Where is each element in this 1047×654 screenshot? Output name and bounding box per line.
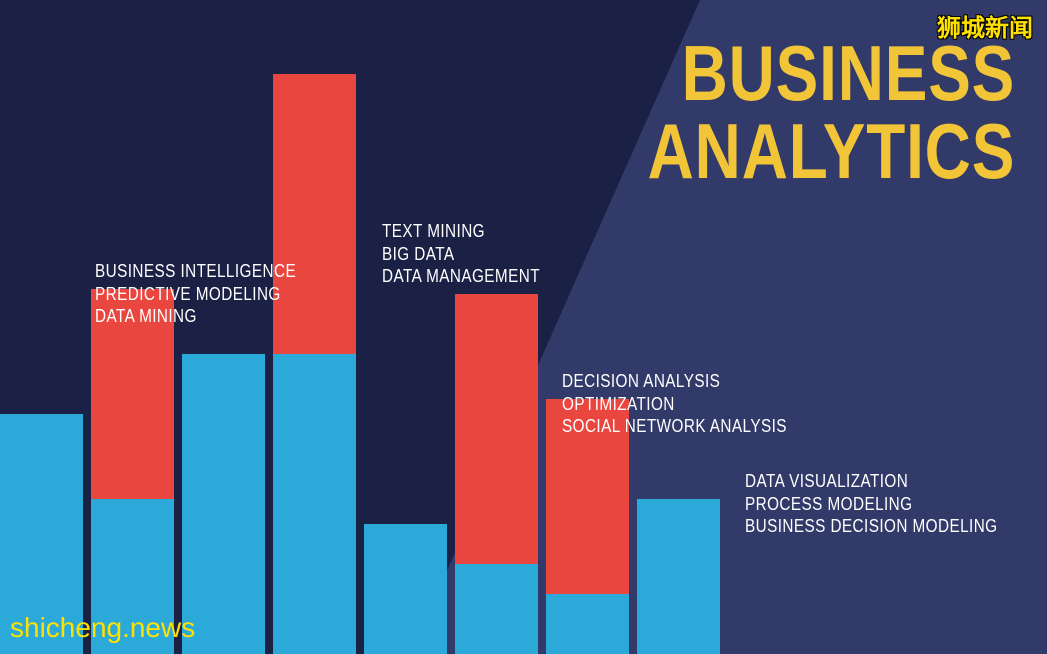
bar-4 bbox=[273, 74, 356, 654]
bar-3-blue-segment bbox=[182, 354, 265, 654]
bar-8 bbox=[637, 499, 720, 654]
watermark-bottom-left: shicheng.news bbox=[10, 612, 195, 644]
bar-4-blue-segment bbox=[273, 354, 356, 654]
watermark-top-right: 狮城新闻 bbox=[937, 8, 1033, 43]
bar-6 bbox=[455, 294, 538, 654]
bar-chart bbox=[0, 74, 720, 654]
label-group-2-line-2: BIG DATA bbox=[382, 243, 540, 266]
bar-7-blue-segment bbox=[546, 594, 629, 654]
bar-5-blue-segment bbox=[364, 524, 447, 654]
label-group-4: DATA VISUALIZATIONPROCESS MODELINGBUSINE… bbox=[745, 470, 1042, 538]
label-group-4-line-1: DATA VISUALIZATION bbox=[745, 470, 998, 493]
bar-6-blue-segment bbox=[455, 564, 538, 654]
label-group-4-line-3: BUSINESS DECISION MODELING bbox=[745, 515, 998, 538]
label-group-3-line-3: SOCIAL NETWORK ANALYSIS bbox=[562, 415, 787, 438]
label-group-3: DECISION ANALYSISOPTIMIZATIONSOCIAL NETW… bbox=[562, 370, 827, 438]
label-group-4-line-2: PROCESS MODELING bbox=[745, 493, 998, 516]
label-group-3-line-1: DECISION ANALYSIS bbox=[562, 370, 787, 393]
bar-5 bbox=[364, 524, 447, 654]
label-group-1-line-1: BUSINESS INTELLIGENCE bbox=[95, 260, 296, 283]
label-group-1-line-2: PREDICTIVE MODELING bbox=[95, 283, 296, 306]
label-group-2-line-1: TEXT MINING bbox=[382, 220, 540, 243]
bar-6-red-segment bbox=[455, 294, 538, 564]
infographic-stage: BUSINESS ANALYTICS BUSINESS INTELLIGENCE… bbox=[0, 0, 1047, 654]
bar-3 bbox=[182, 354, 265, 654]
label-group-2: TEXT MININGBIG DATADATA MANAGEMENT bbox=[382, 220, 568, 288]
bar-2 bbox=[91, 289, 174, 654]
label-group-3-line-2: OPTIMIZATION bbox=[562, 393, 787, 416]
label-group-1: BUSINESS INTELLIGENCEPREDICTIVE MODELING… bbox=[95, 260, 332, 328]
bar-8-blue-segment bbox=[637, 499, 720, 654]
label-group-1-line-3: DATA MINING bbox=[95, 305, 296, 328]
label-group-2-line-3: DATA MANAGEMENT bbox=[382, 265, 540, 288]
